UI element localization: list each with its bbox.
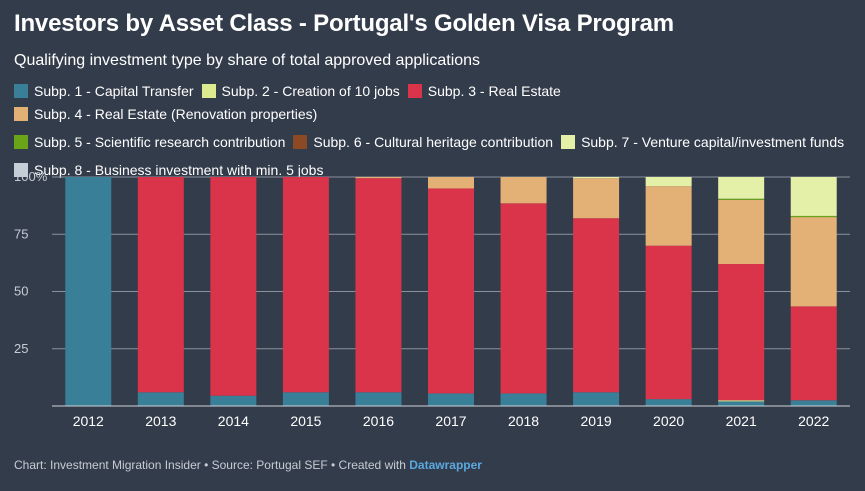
y-tick-label: 25 (14, 341, 28, 356)
bar-segment (718, 199, 765, 265)
bar-segment (137, 177, 184, 393)
bar-segment (355, 177, 402, 179)
legend-swatch (14, 84, 28, 98)
bar-segment (282, 177, 329, 393)
bar-segment (718, 264, 765, 401)
bar-segment (282, 392, 329, 406)
bar-segment (355, 178, 402, 393)
legend-label: Subp. 7 - Venture capital/investment fun… (581, 134, 845, 150)
bar-segment (790, 177, 837, 216)
datawrapper-link[interactable]: Datawrapper (409, 458, 482, 472)
bar-segment (210, 395, 257, 406)
legend-item: Subp. 2 - Creation of 10 jobs (201, 82, 400, 100)
legend-swatch (14, 163, 28, 177)
legend-item: Subp. 8 - Business investment with min. … (14, 161, 323, 179)
footer-credit-text: Chart: Investment Migration Insider • So… (14, 458, 410, 472)
legend-swatch (14, 107, 28, 121)
bar-segment (500, 177, 547, 204)
bar-segment (645, 245, 692, 400)
bar-segment (790, 400, 837, 406)
x-tick-label: 2015 (290, 413, 321, 429)
bar-segment (645, 177, 692, 187)
legend-item: Subp. 7 - Venture capital/investment fun… (561, 133, 844, 151)
x-tick-label: 2014 (218, 413, 249, 429)
bar-segment (718, 198, 765, 200)
bar-segment (718, 400, 765, 402)
bar-segment (790, 306, 837, 401)
bar-segment (428, 188, 474, 394)
legend-label: Subp. 8 - Business investment with min. … (34, 162, 324, 178)
x-tick-label: 2013 (145, 413, 176, 429)
legend-label: Subp. 6 - Cultural heritage contribution (313, 134, 554, 150)
legend-label: Subp. 4 - Real Estate (Renovation proper… (34, 106, 318, 122)
bar-segment (500, 393, 547, 406)
x-tick-label: 2016 (363, 413, 394, 429)
legend-label: Subp. 3 - Real Estate (427, 83, 561, 99)
x-tick-label: 2022 (798, 413, 829, 429)
legend-item: Subp. 4 - Real Estate (Renovation proper… (14, 105, 317, 123)
legend-swatch (407, 84, 422, 98)
legend-item: Subp. 3 - Real Estate (407, 82, 561, 100)
bar-segment (355, 392, 402, 406)
chart-title: Investors by Asset Class - Portugal's Go… (14, 10, 674, 37)
legend-item: Subp. 6 - Cultural heritage contribution (293, 133, 553, 151)
bar-segment (573, 178, 620, 219)
y-tick-label: 75 (14, 226, 28, 241)
x-tick-label: 2018 (508, 413, 539, 429)
legend-item: Subp. 5 - Scientific research contributi… (14, 133, 285, 151)
bar-segment (500, 203, 547, 394)
chart-subtitle: Qualifying investment type by share of t… (14, 52, 481, 69)
x-tick-label: 2017 (435, 413, 466, 429)
bar-segment (645, 186, 692, 246)
x-tick-label: 2012 (73, 413, 104, 429)
chart-legend: Subp. 1 - Capital Transfer Subp. 2 - Crea… (14, 82, 854, 179)
legend-swatch (293, 135, 308, 149)
legend-label: Subp. 2 - Creation of 10 jobs (221, 83, 400, 99)
bar-segment (428, 393, 474, 406)
bar-segment (718, 401, 765, 406)
bar-segment (645, 399, 692, 406)
chart-footer: Chart: Investment Migration Insider • So… (14, 458, 482, 472)
x-tick-label: 2020 (653, 413, 684, 429)
legend-label: Subp. 1 - Capital Transfer (34, 83, 194, 99)
bar-segment (210, 177, 257, 396)
bar-segment (65, 177, 112, 406)
bar-segment (573, 177, 620, 179)
bar-segment (790, 215, 837, 218)
bar-segment (790, 217, 837, 307)
bar-segment (573, 218, 620, 393)
legend-swatch (561, 135, 576, 149)
legend-swatch (201, 84, 216, 98)
x-tick-label: 2021 (726, 413, 757, 429)
y-tick-label: 50 (14, 284, 28, 299)
legend-label: Subp. 5 - Scientific research contributi… (34, 134, 286, 150)
legend-swatch (14, 135, 28, 149)
x-tick-label: 2019 (581, 413, 612, 429)
y-tick-label: 100% (14, 169, 48, 184)
legend-item: Subp. 1 - Capital Transfer (14, 82, 194, 100)
bar-segment (137, 392, 184, 406)
bar-segment (718, 177, 765, 199)
bar-segment (428, 177, 474, 189)
bar-segment (573, 392, 620, 406)
